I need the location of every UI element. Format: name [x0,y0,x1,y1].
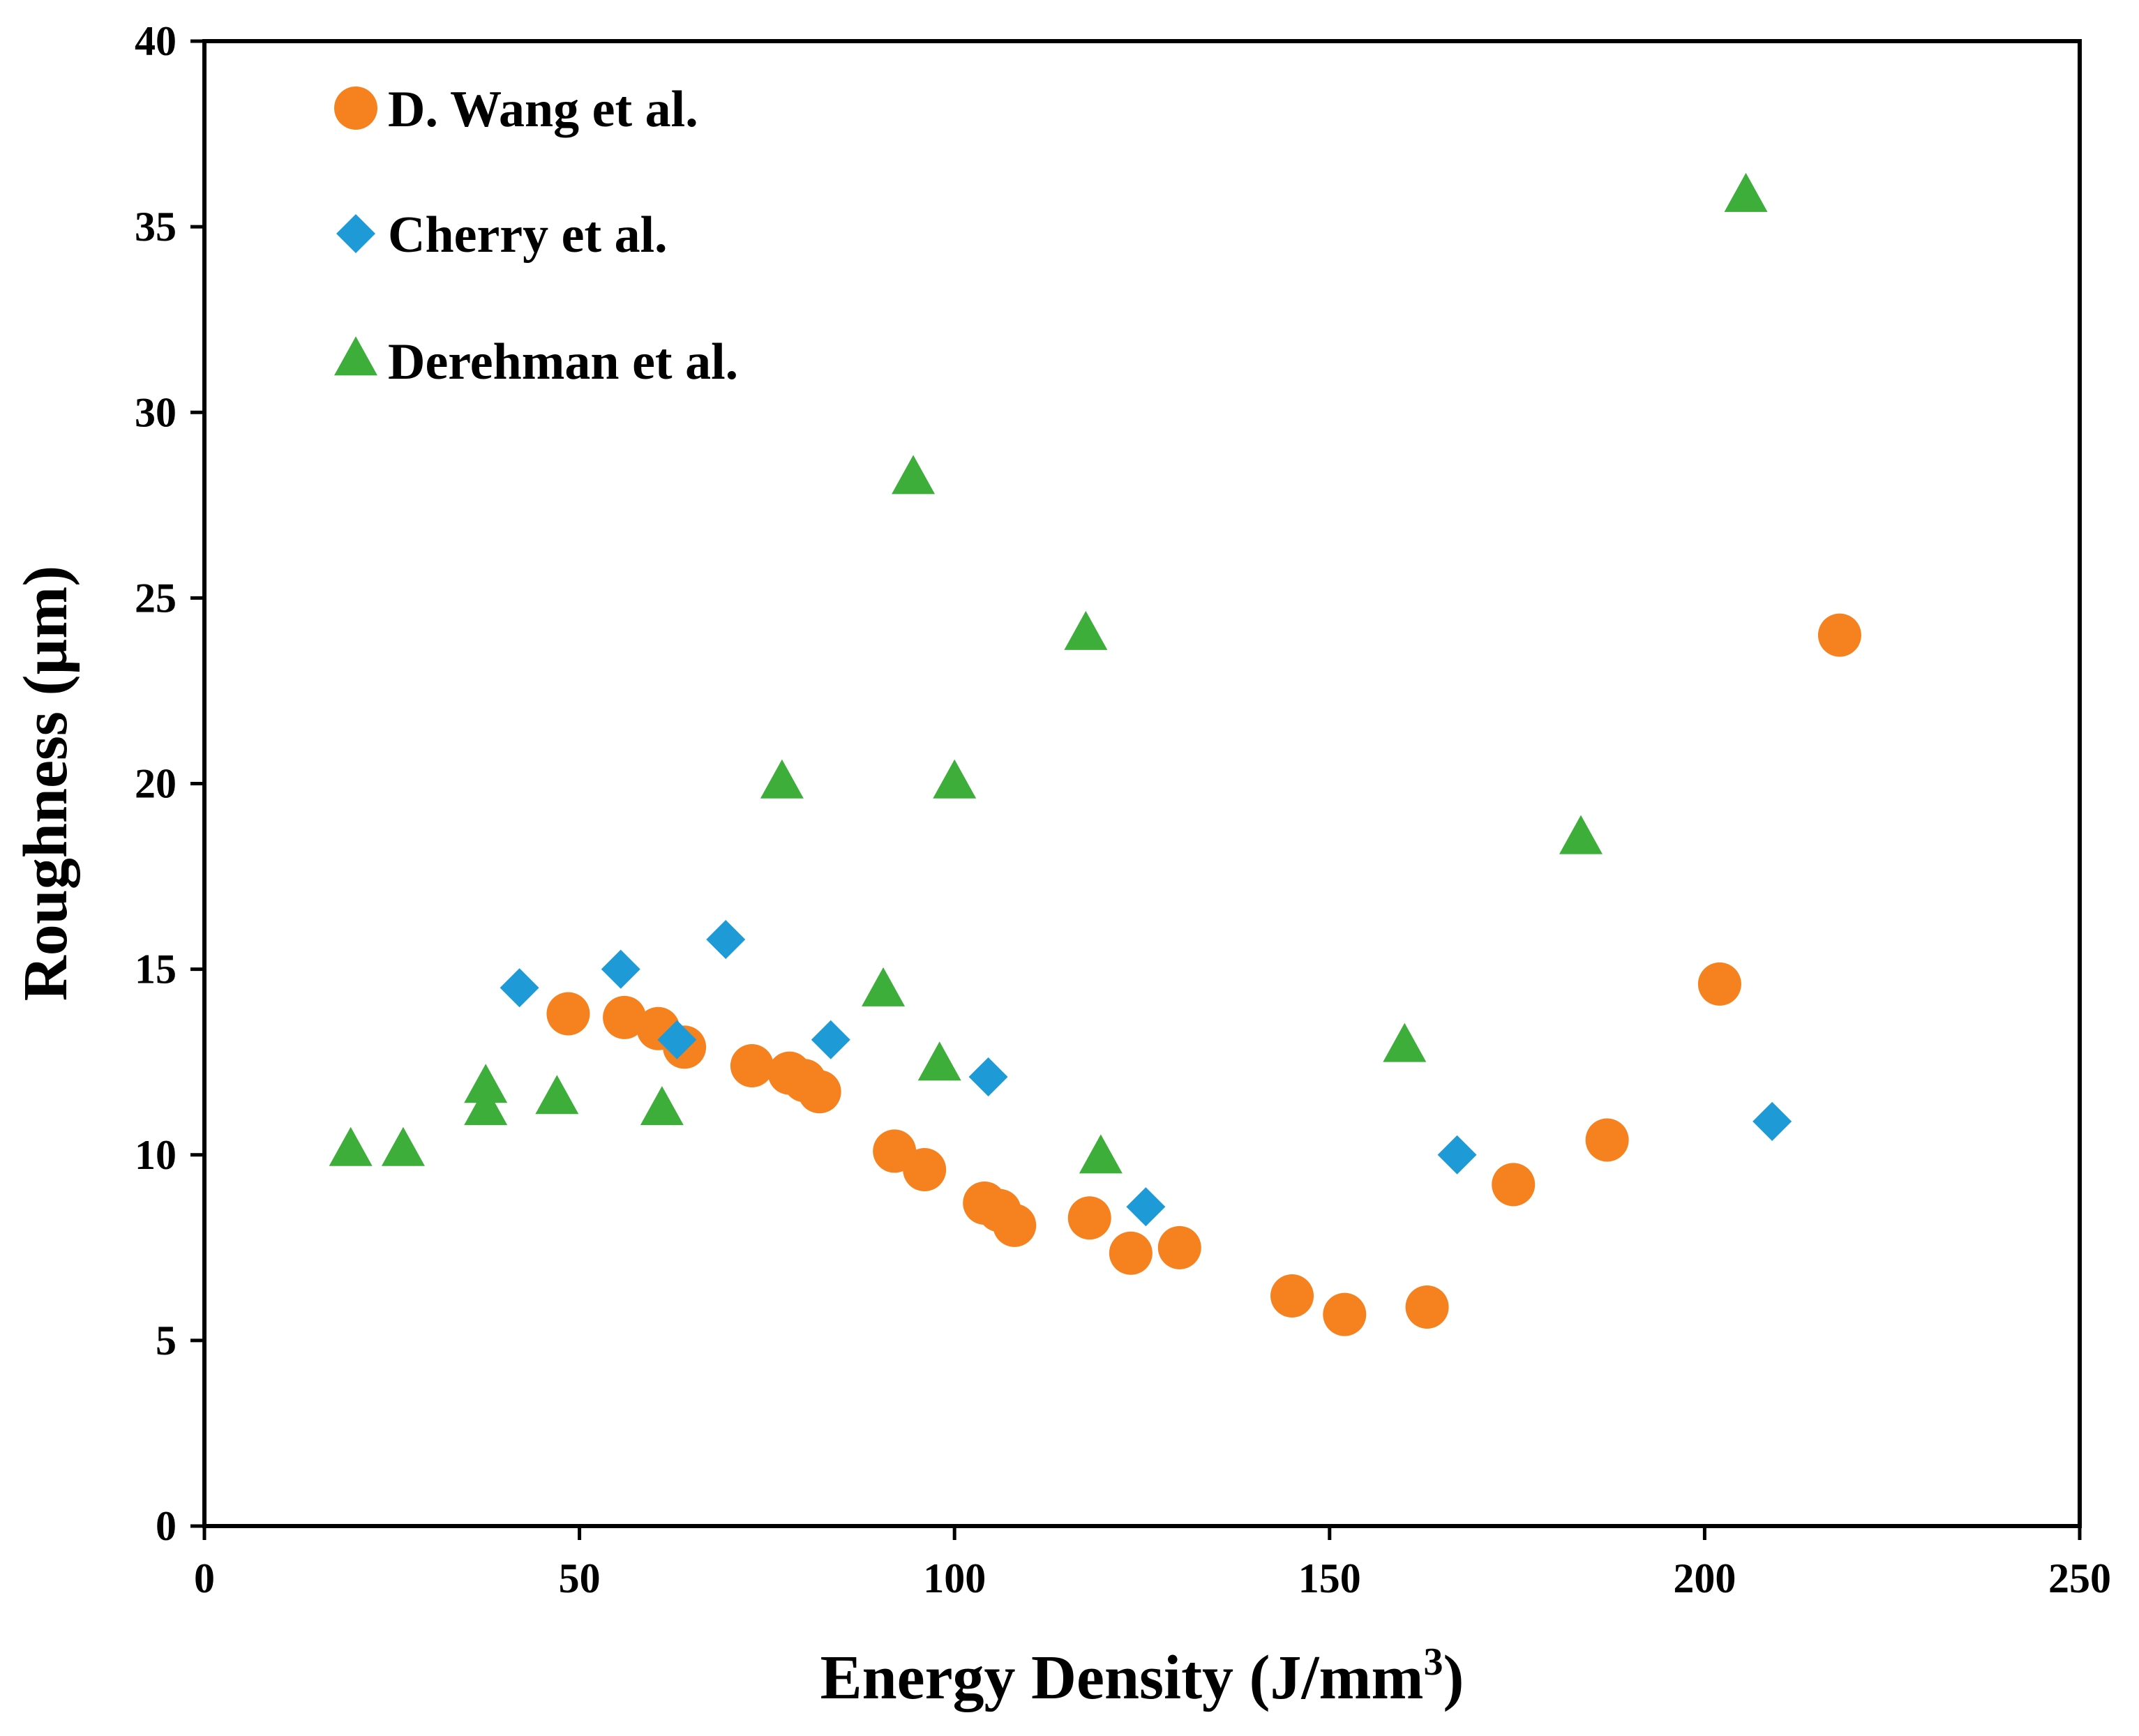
data-point-circle [1323,1292,1367,1336]
data-point-triangle [329,1126,373,1166]
y-tick-label: 35 [135,204,177,250]
data-point-triangle [917,1041,961,1081]
legend-marker-diamond [336,214,375,253]
data-point-diamond [706,920,746,960]
series-diamond [500,920,1792,1227]
x-tick-label: 100 [923,1555,986,1601]
x-axis-title: Energy Density (J/mm3) [820,1640,1464,1712]
data-point-triangle [535,1075,579,1115]
data-points [329,172,1861,1336]
y-tick-label: 20 [135,761,177,807]
x-axis-title-main: Energy Density (J/mm [820,1643,1424,1712]
y-tick-label: 40 [135,18,177,64]
x-tick-label: 250 [2048,1555,2111,1601]
data-point-triangle [1064,610,1108,650]
data-point-triangle [1724,172,1768,212]
series-triangle [329,172,1768,1174]
legend-label: D. Wang et al. [388,81,698,138]
data-point-triangle [933,759,977,799]
x-axis-title-suffix: ) [1443,1643,1464,1712]
y-tick-label: 10 [135,1132,177,1178]
data-point-circle [1157,1225,1201,1269]
y-tick-label: 0 [156,1503,177,1549]
legend: D. Wang et al. Cherry et al. Derehman et a… [334,81,738,391]
x-tick-label: 0 [194,1555,215,1601]
x-tick-label: 150 [1298,1555,1361,1601]
legend-label: Derehman et al. [388,333,738,391]
data-point-triangle [1383,1022,1427,1062]
data-point-circle [1697,962,1741,1006]
x-tick-label: 50 [559,1555,601,1601]
data-point-triangle [760,759,804,799]
y-tick-label: 30 [135,389,177,435]
data-point-triangle [381,1126,425,1166]
data-point-circle [1405,1285,1449,1329]
plot-area-frame [202,39,2082,1528]
x-tick-label: 200 [1673,1555,1736,1601]
y-tick-label: 15 [135,946,177,992]
data-point-diamond [1126,1187,1166,1227]
data-point-circle [603,995,647,1039]
data-point-circle [797,1070,841,1114]
data-point-circle [1817,613,1861,657]
data-point-triangle [464,1086,508,1126]
data-point-triangle [1079,1134,1123,1174]
data-point-diamond [1753,1101,1792,1141]
data-point-diamond [500,968,539,1008]
data-point-circle [1109,1231,1153,1275]
data-point-diamond [968,1057,1008,1096]
data-point-circle [546,992,590,1036]
legend-marker-triangle [334,336,377,376]
data-point-circle [730,1044,774,1088]
y-axis-title: Roughness (µm) [11,566,80,1001]
data-point-triangle [862,967,906,1006]
data-point-diamond [657,1020,697,1059]
y-tick-label: 5 [156,1318,177,1364]
legend-marker-circle [334,86,377,130]
data-point-triangle [640,1086,684,1126]
data-point-triangle [892,455,936,495]
legend-label: Cherry et al. [388,206,668,264]
x-axis-title-superscript: 3 [1423,1640,1443,1684]
data-point-diamond [811,1020,850,1059]
data-point-circle [993,1203,1037,1247]
data-point-circle [1585,1118,1629,1162]
data-point-circle [1492,1163,1536,1207]
data-point-circle [1067,1196,1111,1240]
data-point-diamond [1437,1135,1477,1175]
data-point-diamond [601,949,640,989]
y-axis-ticks: 0 5 10 15 20 25 30 35 40 [135,18,204,1549]
data-point-circle [1270,1274,1314,1318]
series-circle [546,613,1861,1336]
x-axis-ticks: 0 50 100 150 200 250 [194,1526,2111,1601]
data-point-triangle [1559,815,1603,854]
data-point-circle [903,1148,947,1192]
data-point-triangle [464,1064,508,1103]
y-tick-label: 25 [135,575,177,621]
